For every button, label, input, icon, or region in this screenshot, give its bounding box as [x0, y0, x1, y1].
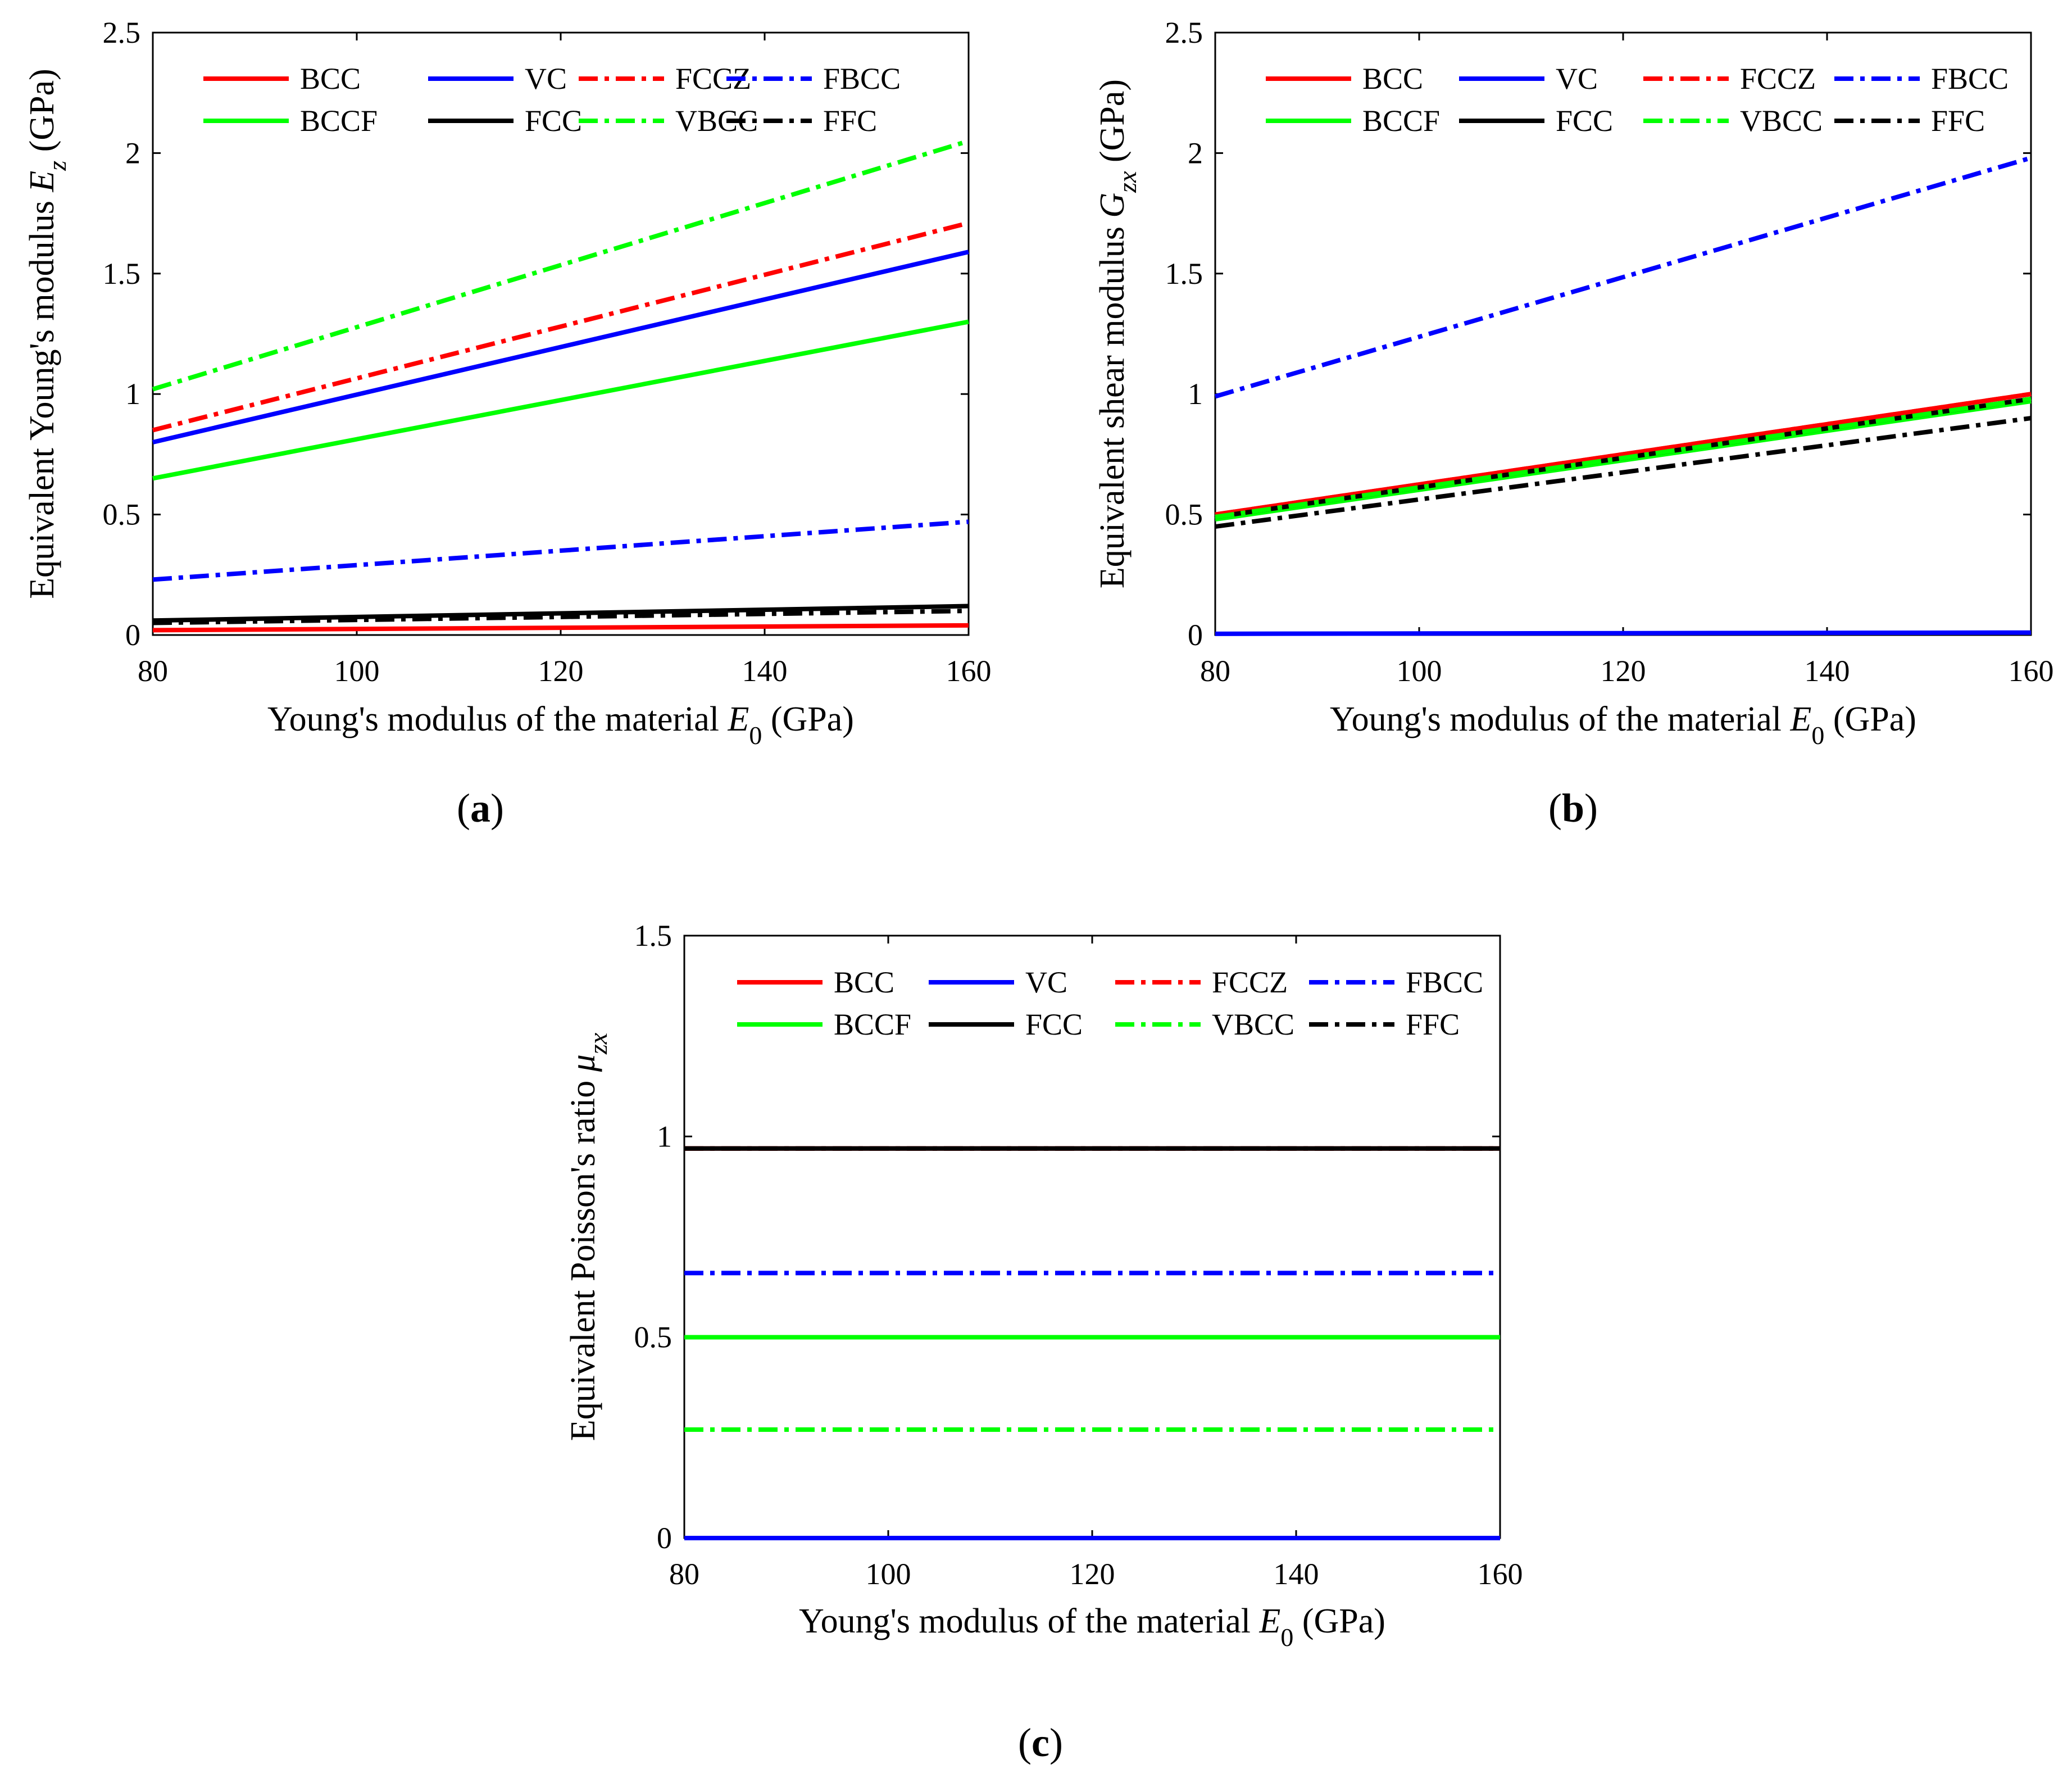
y-axis-label: Equivalent Poisson's ratio μzx	[564, 1032, 612, 1441]
series-line-ffc	[1215, 416, 2032, 529]
legend-label-ffc: FFC	[1406, 1008, 1460, 1041]
chart-b: 80 100 120 140 160 0 0.5 1 1.5 2 2.5 BCC VC FCCZ FBCC B…	[1093, 16, 2054, 831]
series-line-fccz	[1215, 392, 2032, 517]
legend-label-ffc: FFC	[823, 104, 877, 138]
legend-label-bcc: BCC	[300, 62, 361, 96]
legend-label-vc: VC	[1556, 62, 1598, 96]
x-tick-label: 120	[1070, 1557, 1115, 1591]
series-line-fccz	[152, 220, 969, 433]
legend-label-bccf: BCCF	[300, 104, 378, 138]
y-tick-label: 2	[1188, 136, 1203, 170]
y-tick-label: 2	[125, 136, 140, 170]
y-tick-label: 0	[657, 1521, 672, 1555]
x-tick-label: 160	[1478, 1557, 1523, 1591]
y-axis-label: Equivalent shear modulus Gzx (GPa)	[1093, 79, 1142, 588]
chart-c: 80 100 120 140 160 0 0.5 1 1.5 BCC VC FCCZ FBCC BCCF F…	[564, 919, 1523, 1765]
x-tick-label: 100	[334, 654, 380, 688]
series-line-fbcc	[1214, 156, 2032, 399]
legend-label-fbcc: FBCC	[1406, 965, 1483, 999]
x-tick-label: 160	[2009, 654, 2054, 688]
legend-label-bccf: BCCF	[1362, 104, 1440, 138]
y-tick-label: 1	[657, 1119, 672, 1153]
panel-caption: (a)	[457, 786, 504, 831]
y-tick-label: 2.5	[1165, 16, 1203, 49]
x-tick-label: 100	[1397, 654, 1442, 688]
legend-label-vbcc: VBCC	[1740, 104, 1823, 138]
series-line-fcc	[152, 604, 969, 623]
y-tick-label: 0.5	[103, 498, 141, 532]
legend-label-vbcc: VBCC	[1212, 1008, 1294, 1041]
legend-label-vc: VC	[525, 62, 567, 96]
legend-label-vbcc: VBCC	[675, 104, 758, 138]
x-tick-label: 80	[669, 1557, 699, 1591]
x-tick-label: 140	[742, 654, 788, 688]
y-tick-label: 0.5	[634, 1321, 673, 1354]
x-axis-label: Young's modulus of the material E0 (GPa)	[1330, 700, 1916, 750]
y-tick-label: 0	[1188, 618, 1203, 652]
x-tick-label: 120	[538, 654, 584, 688]
series-line-bcc	[152, 623, 969, 633]
legend-label-vc: VC	[1025, 965, 1067, 999]
x-axis-label: Young's modulus of the material E0 (GPa)	[267, 700, 854, 750]
legend-label-bccf: BCCF	[834, 1008, 911, 1041]
x-tick-label: 80	[1200, 654, 1230, 688]
series-line-ffc	[152, 609, 969, 625]
x-tick-label: 100	[866, 1557, 911, 1591]
panel-caption: (c)	[1018, 1720, 1063, 1765]
panel-caption: (b)	[1548, 786, 1598, 831]
y-tick-label: 0.5	[1165, 498, 1203, 532]
y-tick-label: 1	[1188, 377, 1203, 411]
legend-label-fccz: FCCZ	[1740, 62, 1816, 96]
x-tick-label: 80	[138, 654, 168, 688]
y-tick-label: 2.5	[103, 16, 141, 49]
y-tick-label: 1.5	[103, 257, 141, 291]
legend-label-fbcc: FBCC	[1931, 62, 2009, 96]
legend-label-fcc: FCC	[1025, 1008, 1083, 1041]
y-tick-label: 1.5	[634, 919, 673, 953]
legend-label-fccz: FCCZ	[1212, 965, 1288, 999]
series-line-vbcc	[1215, 396, 2032, 519]
legend-label-fcc: FCC	[1556, 104, 1613, 138]
y-tick-label: 1	[125, 377, 140, 411]
series-line-vbcc	[152, 139, 970, 392]
legend-label-bcc: BCC	[1362, 62, 1423, 96]
legend-label-fcc: FCC	[525, 104, 582, 138]
legend-label-bcc: BCC	[834, 965, 894, 999]
series-line-fbcc	[152, 519, 969, 582]
y-tick-label: 0	[125, 618, 140, 652]
series-line-vc	[1215, 630, 2032, 636]
x-tick-label: 120	[1601, 654, 1646, 688]
x-tick-label: 140	[1274, 1557, 1319, 1591]
legend-label-fbcc: FBCC	[823, 62, 901, 96]
x-tick-label: 160	[946, 654, 992, 688]
x-tick-label: 140	[1805, 654, 1850, 688]
series-line-bccf	[1215, 399, 2032, 522]
x-axis-label: Young's modulus of the material E0 (GPa)	[799, 1602, 1385, 1652]
series-line-vc	[152, 250, 969, 445]
y-axis-label: Equivalent Young's modulus Ez (GPa)	[23, 69, 71, 599]
series-line-bccf	[152, 319, 969, 481]
legend-label-ffc: FFC	[1931, 104, 1985, 138]
y-tick-label: 1.5	[1165, 257, 1203, 291]
